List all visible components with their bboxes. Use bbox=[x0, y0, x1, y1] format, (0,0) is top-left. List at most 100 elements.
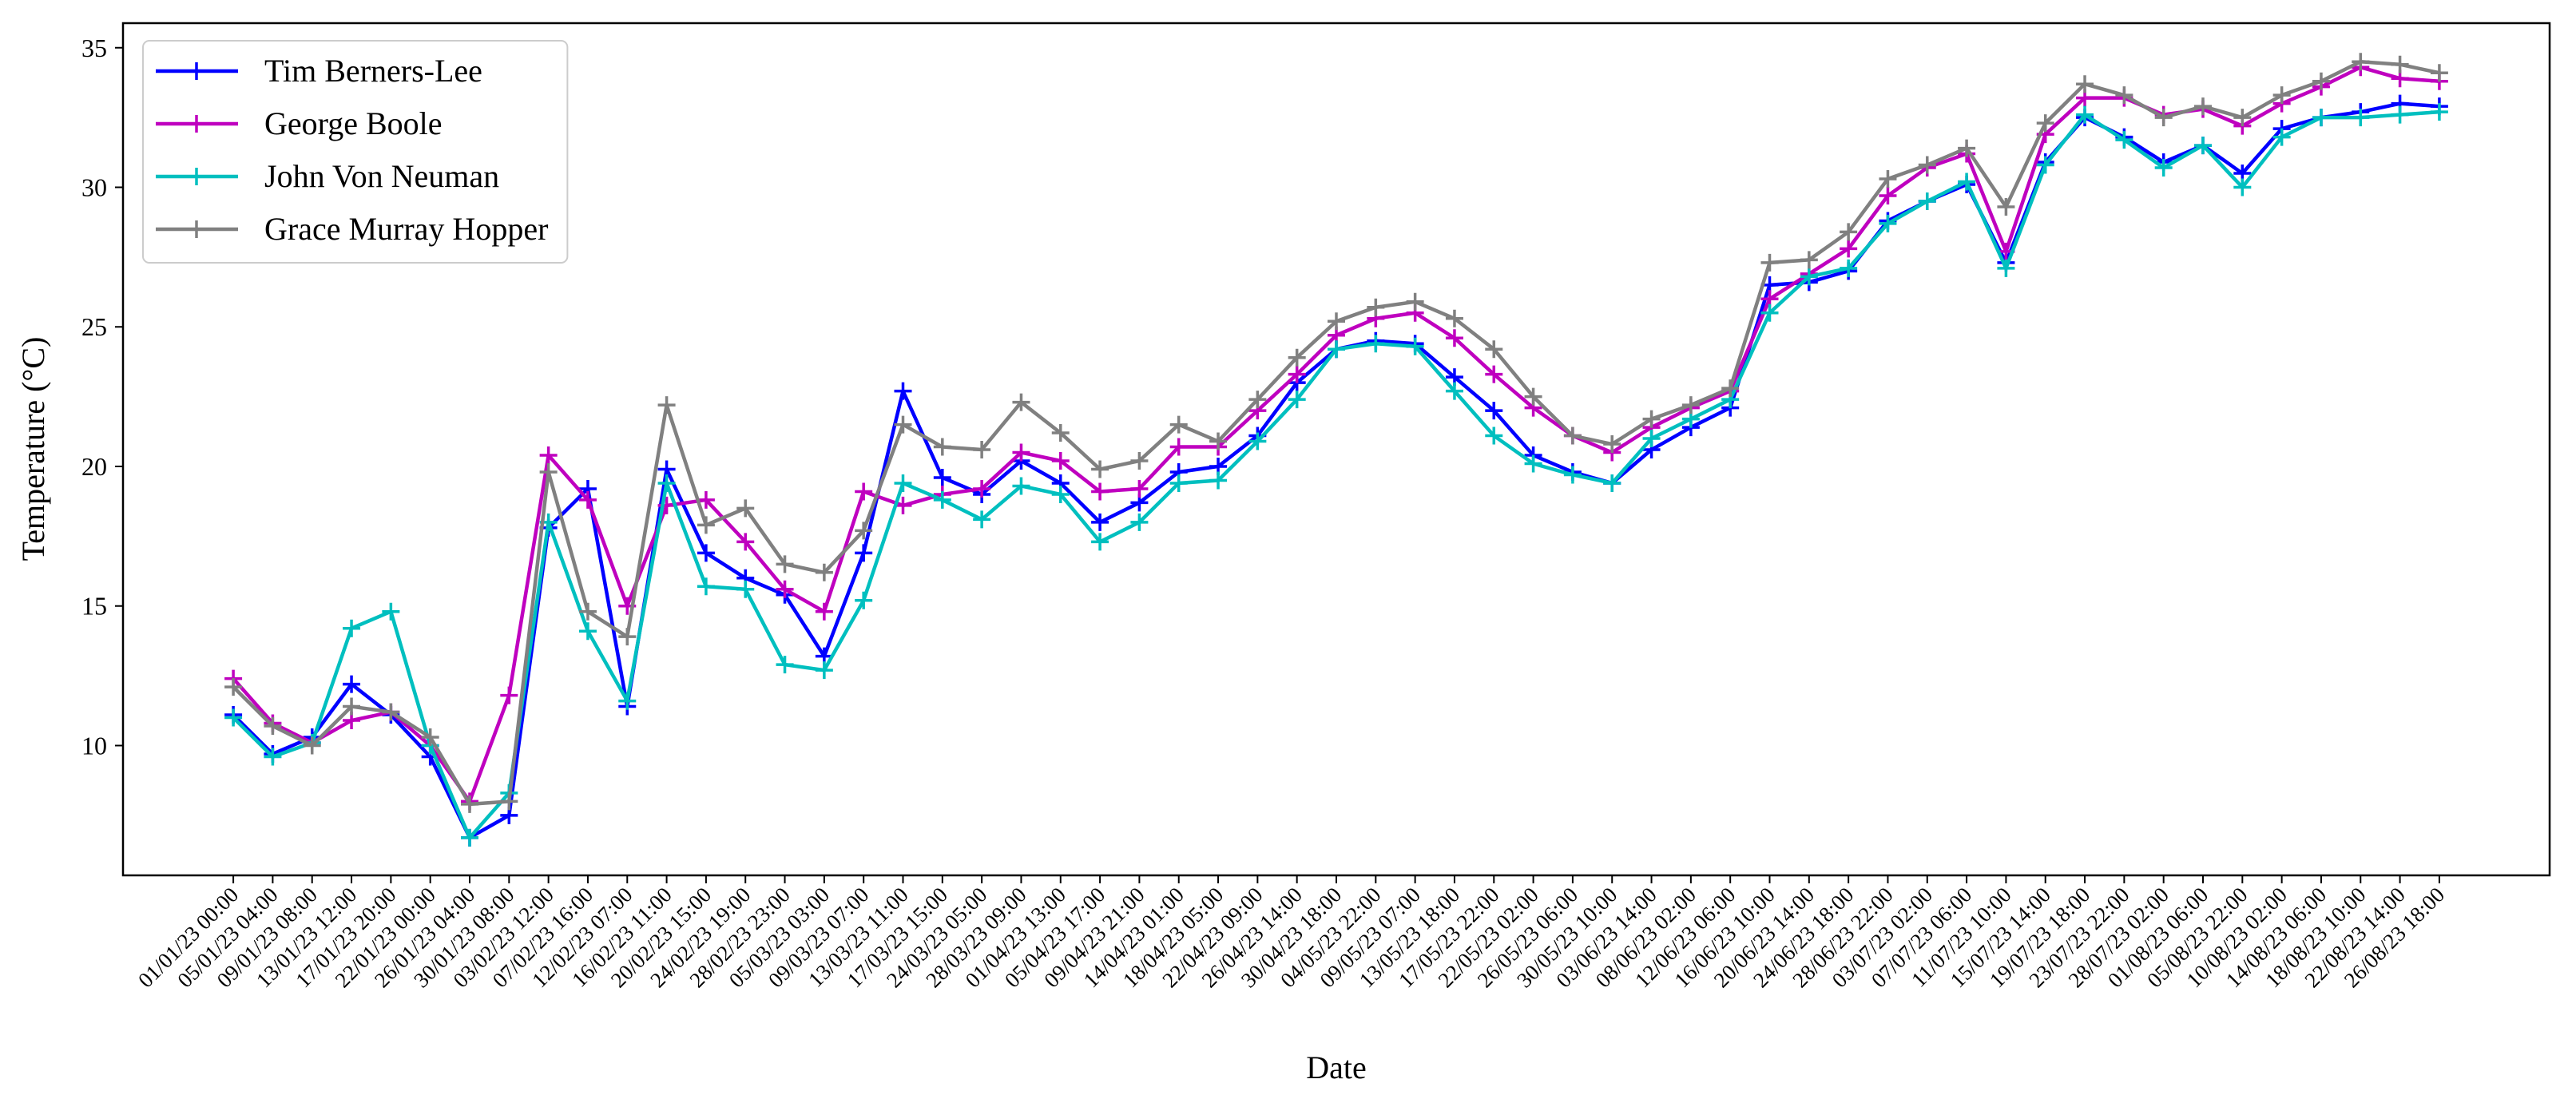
point-marker bbox=[894, 415, 912, 434]
point-marker bbox=[1169, 438, 1188, 456]
point-marker bbox=[618, 692, 637, 710]
point-marker bbox=[697, 490, 715, 509]
point-marker bbox=[1367, 298, 1385, 316]
point-marker bbox=[2391, 55, 2409, 73]
point-marker bbox=[736, 533, 755, 551]
point-marker bbox=[2312, 72, 2330, 90]
point-marker bbox=[973, 510, 991, 529]
point-marker bbox=[1130, 452, 1149, 470]
point-marker bbox=[815, 563, 833, 581]
point-marker bbox=[264, 748, 282, 766]
point-marker bbox=[2076, 75, 2094, 93]
point-marker bbox=[578, 490, 597, 509]
point-marker bbox=[1840, 223, 1858, 241]
legend-label: Grace Murray Hopper bbox=[264, 211, 548, 247]
point-marker bbox=[1840, 240, 1858, 258]
point-marker bbox=[1800, 268, 1818, 286]
y-axis-label: Temperature (°C) bbox=[15, 337, 51, 561]
y-tick-label: 35 bbox=[81, 34, 107, 62]
point-marker bbox=[2430, 64, 2448, 82]
point-marker bbox=[1721, 379, 1740, 398]
point-marker bbox=[1879, 186, 1897, 204]
point-marker bbox=[2115, 131, 2133, 149]
point-marker bbox=[382, 703, 400, 721]
point-marker bbox=[1130, 513, 1149, 531]
point-marker bbox=[539, 462, 558, 481]
point-marker bbox=[343, 675, 361, 693]
point-marker bbox=[2115, 86, 2133, 105]
point-marker bbox=[2272, 128, 2291, 146]
legend-marker bbox=[188, 220, 205, 238]
point-marker bbox=[1091, 482, 1109, 501]
point-marker bbox=[1091, 460, 1109, 478]
point-marker bbox=[1485, 426, 1503, 445]
point-marker bbox=[1445, 309, 1463, 327]
point-marker bbox=[2194, 97, 2212, 116]
point-marker bbox=[973, 441, 991, 459]
point-marker bbox=[2076, 105, 2094, 124]
point-marker bbox=[1209, 471, 1228, 490]
point-marker bbox=[1406, 337, 1424, 355]
point-marker bbox=[1091, 513, 1109, 531]
point-marker bbox=[1603, 435, 1621, 454]
point-marker bbox=[1091, 533, 1109, 551]
point-marker bbox=[1051, 485, 1070, 503]
legend-label: George Boole bbox=[264, 105, 443, 141]
point-marker bbox=[1051, 452, 1070, 470]
point-marker bbox=[1958, 139, 1976, 157]
point-marker bbox=[1445, 329, 1463, 347]
point-marker bbox=[894, 474, 912, 492]
point-marker bbox=[343, 619, 361, 637]
point-marker bbox=[461, 828, 478, 847]
point-marker bbox=[303, 736, 321, 755]
point-marker bbox=[1563, 466, 1582, 484]
x-axis-label: Date bbox=[1306, 1049, 1367, 1085]
point-marker bbox=[1760, 253, 1779, 272]
point-marker bbox=[1997, 197, 2015, 216]
point-marker bbox=[382, 602, 400, 621]
legend-marker bbox=[188, 168, 205, 185]
point-marker bbox=[657, 396, 676, 415]
point-marker bbox=[1563, 426, 1582, 445]
point-marker bbox=[1524, 454, 1542, 473]
point-marker bbox=[1800, 251, 1818, 269]
point-marker bbox=[855, 522, 873, 540]
point-marker bbox=[1681, 396, 1700, 415]
point-marker bbox=[224, 708, 243, 727]
point-marker bbox=[1328, 340, 1345, 359]
point-marker bbox=[2154, 109, 2173, 127]
point-marker bbox=[1485, 402, 1503, 420]
point-marker bbox=[776, 555, 794, 573]
legend-label: Tim Berners-Lee bbox=[264, 53, 482, 89]
point-marker bbox=[1760, 304, 1779, 322]
point-marker bbox=[1012, 443, 1030, 462]
point-marker bbox=[1485, 365, 1503, 383]
point-marker bbox=[578, 602, 597, 621]
point-marker bbox=[578, 622, 597, 641]
point-marker bbox=[2352, 109, 2370, 127]
point-marker bbox=[264, 717, 282, 736]
point-marker bbox=[2272, 86, 2291, 105]
point-marker bbox=[1406, 292, 1424, 311]
point-marker bbox=[1918, 156, 1936, 174]
point-marker bbox=[500, 792, 518, 811]
point-marker bbox=[343, 697, 361, 716]
point-marker bbox=[815, 602, 833, 621]
point-marker bbox=[1524, 387, 1542, 406]
point-marker bbox=[973, 479, 991, 498]
point-marker bbox=[1328, 312, 1345, 331]
y-tick-label: 30 bbox=[81, 173, 107, 202]
point-marker bbox=[421, 728, 439, 747]
point-marker bbox=[1288, 391, 1306, 409]
point-marker bbox=[2233, 109, 2252, 127]
y-tick-label: 10 bbox=[81, 731, 107, 760]
point-marker bbox=[1012, 477, 1030, 495]
point-marker bbox=[2036, 114, 2054, 133]
point-marker bbox=[618, 628, 637, 646]
point-marker bbox=[1051, 424, 1070, 442]
point-marker bbox=[1997, 259, 2015, 277]
point-marker bbox=[2154, 159, 2173, 177]
point-marker bbox=[1288, 365, 1306, 383]
